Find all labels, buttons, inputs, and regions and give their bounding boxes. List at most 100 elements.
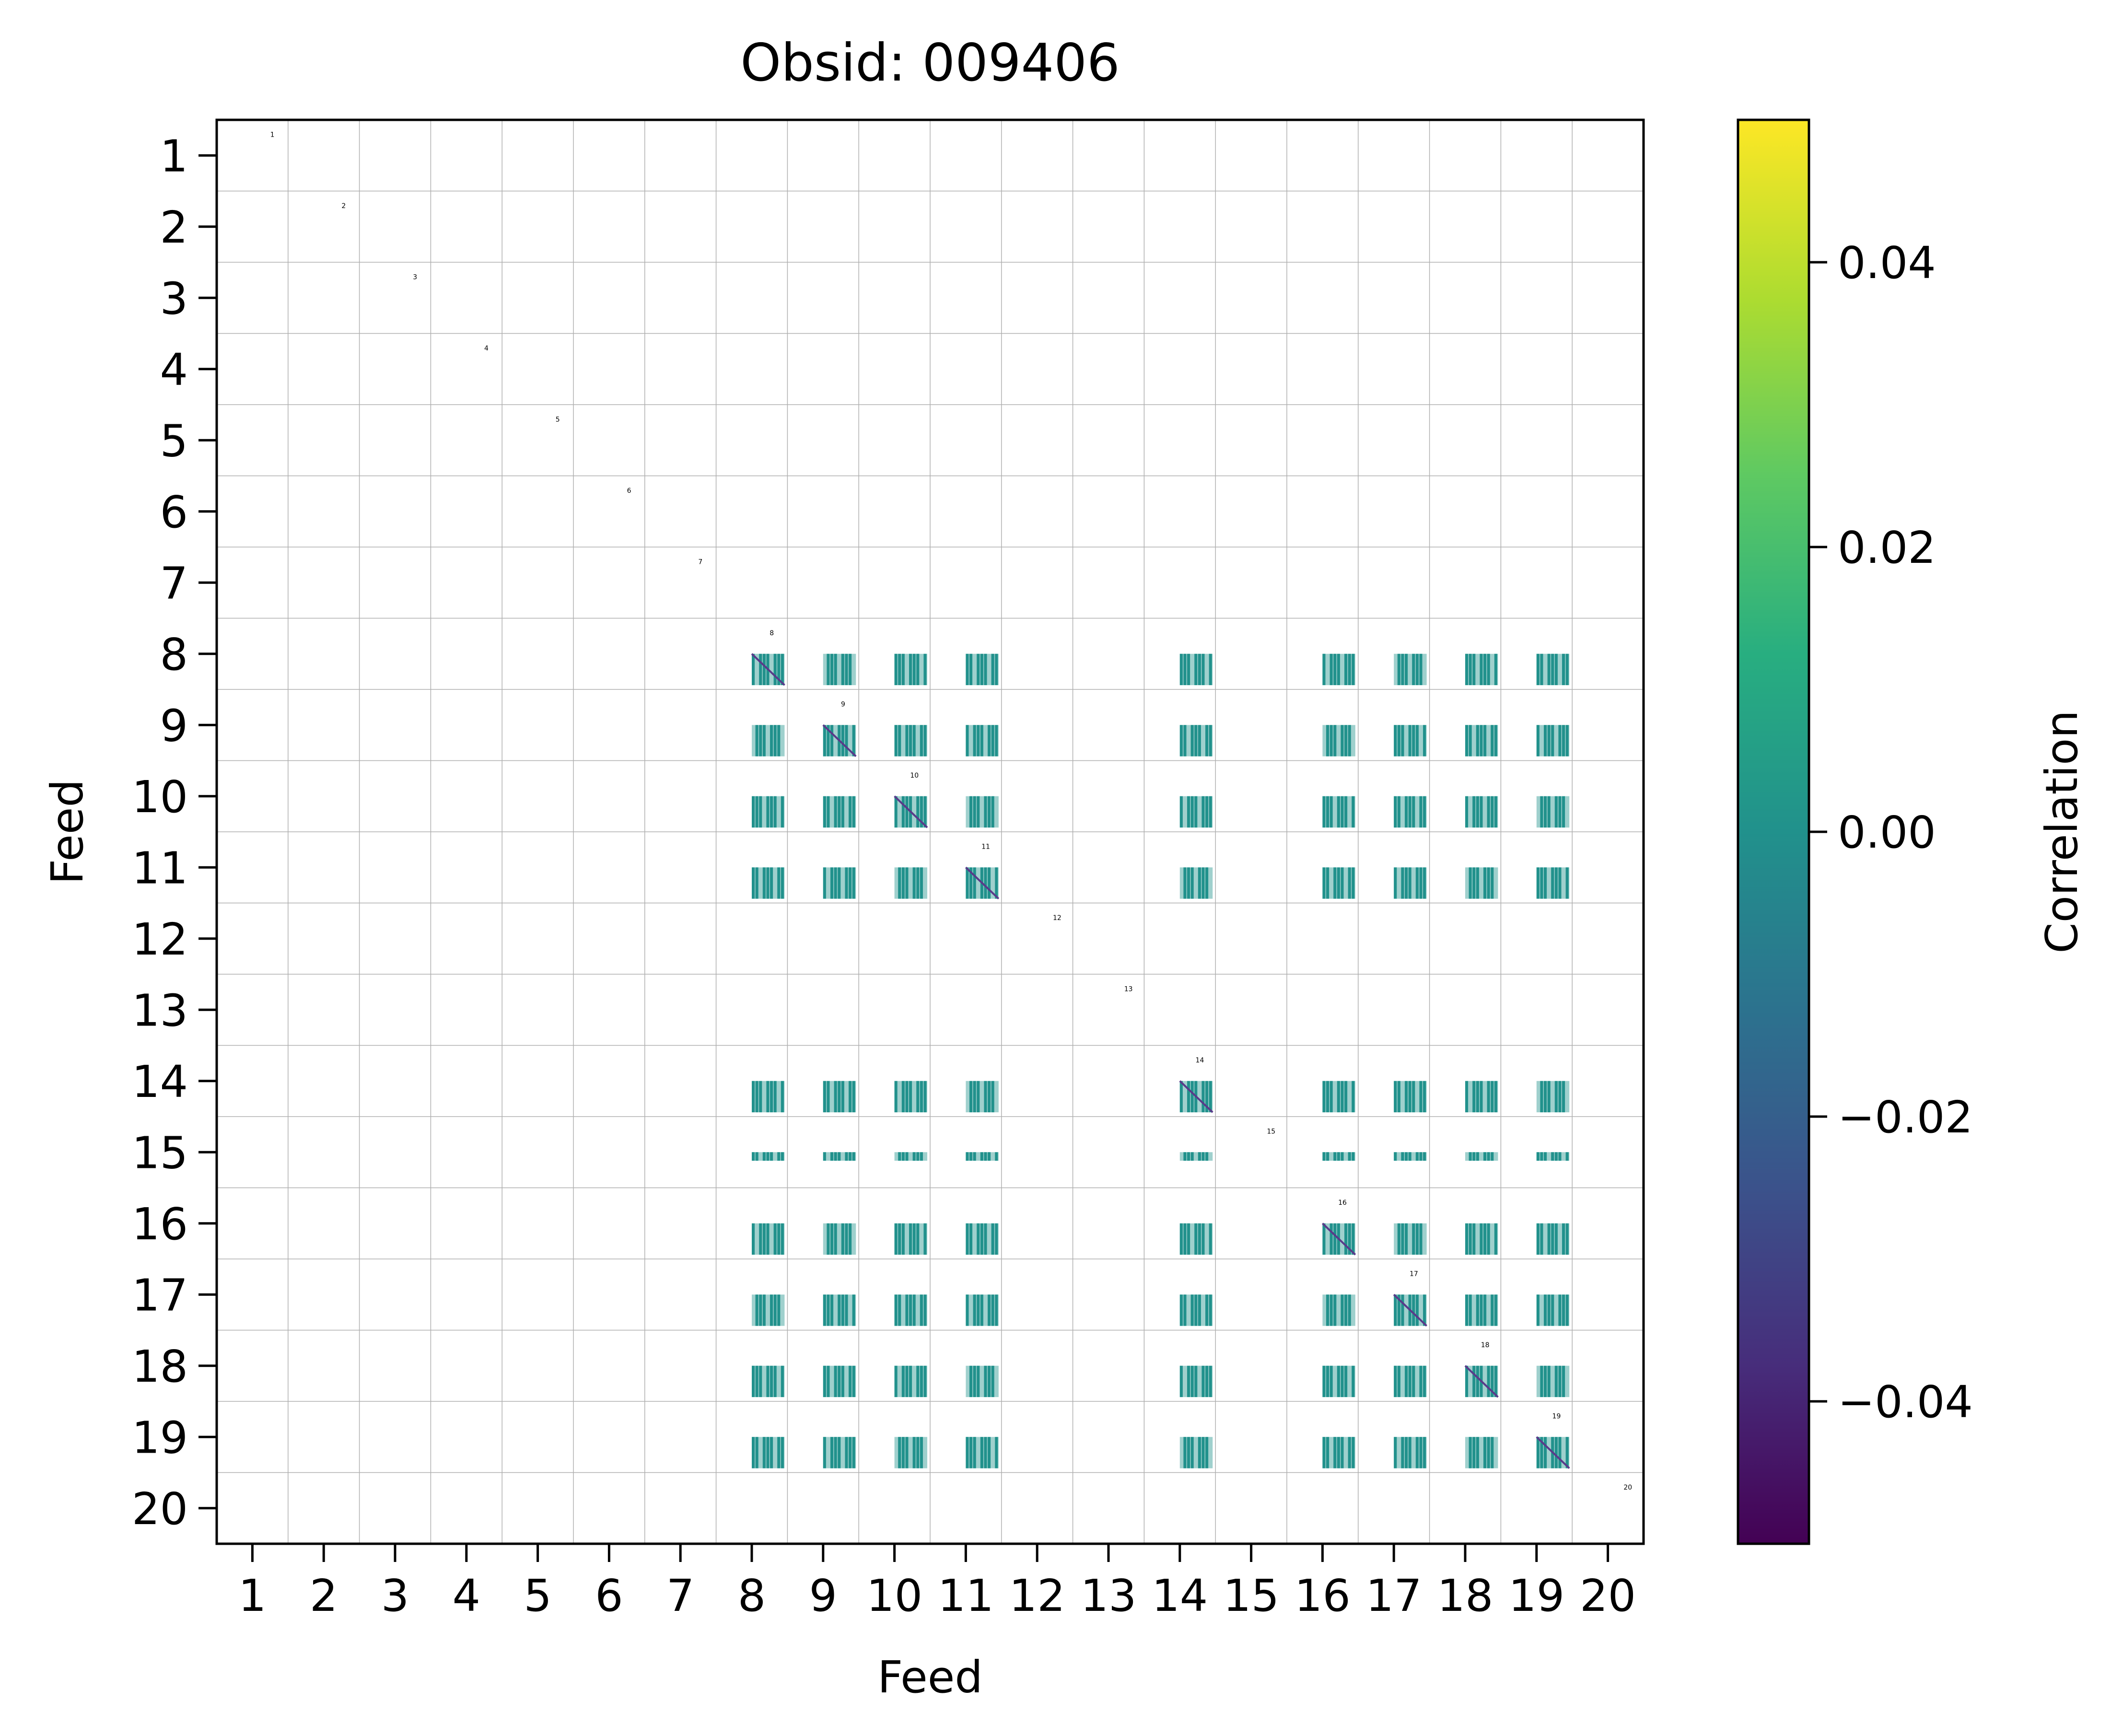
heatmap-block [1179, 653, 1213, 686]
colorbar-tick-label: −0.02 [1838, 1092, 1973, 1143]
heatmap-block [1394, 867, 1427, 899]
heatmap-block [752, 725, 785, 757]
heatmap-block [823, 653, 856, 686]
heatmap-block [1465, 1437, 1498, 1468]
heatmap-block [1322, 867, 1355, 899]
diagonal-line [822, 724, 857, 757]
y-tick-label: 18 [132, 1341, 188, 1392]
x-tick-label: 20 [1580, 1570, 1636, 1621]
x-tick-label: 12 [1009, 1570, 1065, 1621]
y-tick-label: 10 [132, 771, 188, 823]
y-tick-label: 13 [132, 985, 188, 1036]
heatmap-block [966, 1223, 999, 1255]
heatmap-block [1465, 725, 1498, 757]
diagonal-feed-label: 18 [1481, 1341, 1490, 1349]
y-tick-label: 7 [160, 558, 188, 609]
heatmap-block [1465, 796, 1498, 828]
heatmap-block [1322, 1437, 1355, 1468]
heatmap-block [752, 1081, 785, 1113]
heatmap-block [1393, 1293, 1428, 1327]
heatmap-block [823, 1365, 856, 1398]
x-tick-label: 3 [381, 1570, 409, 1621]
x-tick-label: 4 [453, 1570, 481, 1621]
colorbar-tick-label: 0.04 [1838, 237, 1936, 289]
x-tick-label: 6 [595, 1570, 623, 1621]
heatmap-block [966, 725, 999, 757]
heatmap-block [1394, 1223, 1427, 1255]
heatmap-block [966, 1081, 999, 1113]
x-tick-label: 10 [866, 1570, 922, 1621]
heatmap-block [1179, 1365, 1213, 1398]
heatmap-block [894, 1365, 928, 1398]
heatmap-block [1394, 725, 1427, 757]
heatmap-block [823, 867, 856, 899]
colorbar-ticks: 0.04 0.02 0.00 −0.02 −0.04 [1809, 237, 1973, 1428]
heatmap-block [1465, 867, 1498, 899]
heatmap-block [1536, 867, 1570, 899]
heatmap-block [1179, 796, 1213, 828]
heatmap-block [822, 724, 857, 757]
heatmap-block [1322, 1081, 1355, 1113]
diagonal-feed-label: 2 [341, 202, 346, 210]
heatmap-block [894, 795, 928, 828]
x-tick-label: 16 [1295, 1570, 1351, 1621]
heatmap-block [1179, 725, 1213, 757]
y-tick-label: 1 [160, 130, 188, 182]
diagonal-feed-label: 17 [1410, 1270, 1418, 1278]
y-tick-label: 16 [132, 1199, 188, 1250]
heatmap-block [965, 866, 1000, 900]
x-axis-ticks: 1 2 3 4 5 6 7 8 9 10 11 12 13 14 15 16 17 18 19 20 [238, 1544, 1636, 1621]
y-tick-label: 8 [160, 629, 188, 680]
diagonal-feed-label: 14 [1196, 1057, 1204, 1064]
heatmap-block [1179, 1080, 1213, 1113]
x-tick-label: 18 [1437, 1570, 1493, 1621]
y-tick-label: 12 [132, 914, 188, 965]
diagonal-feed-label: 19 [1552, 1413, 1561, 1421]
x-tick-label: 8 [738, 1570, 766, 1621]
heatmap-block [1465, 1223, 1498, 1255]
heatmap-block [1536, 1223, 1570, 1255]
heatmap-block [1536, 1365, 1570, 1398]
heatmap-block [894, 1294, 928, 1326]
heatmap-block [894, 1081, 928, 1113]
diagonal-feed-label: 9 [841, 701, 845, 709]
heatmap-block [1465, 1081, 1498, 1113]
x-tick-label: 7 [666, 1570, 695, 1621]
heatmap-block [1394, 1152, 1427, 1161]
x-axis-label: Feed [877, 1652, 983, 1703]
x-tick-label: 11 [938, 1570, 994, 1621]
x-tick-label: 15 [1223, 1570, 1279, 1621]
heatmap-block [1394, 1365, 1427, 1398]
diagonal-line [1464, 1365, 1499, 1398]
diagonal-line [1393, 1293, 1428, 1327]
heatmap-blocks [751, 653, 1570, 1469]
plot-frame [215, 118, 1645, 1545]
diagonal-feed-label: 6 [627, 487, 631, 495]
heatmap-block [894, 1223, 928, 1255]
heatmap-block [966, 1437, 999, 1468]
heatmap-block [894, 1152, 928, 1161]
heatmap-block [1536, 1152, 1570, 1161]
y-tick-label: 15 [132, 1127, 188, 1178]
chart-title: Obsid: 009406 [740, 33, 1120, 93]
heatmap-block [966, 1294, 999, 1326]
diagonal-feed-label: 5 [556, 416, 560, 424]
heatmap-block [1322, 1152, 1355, 1161]
heatmap-block [823, 1437, 856, 1468]
diagonal-line [1536, 1436, 1570, 1469]
heatmap-block [1322, 1294, 1355, 1326]
y-tick-label: 2 [160, 202, 188, 253]
x-tick-label: 13 [1080, 1570, 1136, 1621]
diagonal-feed-label: 4 [484, 345, 489, 352]
heatmap-block [1536, 1081, 1570, 1113]
heatmap-block [1179, 1294, 1213, 1326]
heatmap-block [966, 653, 999, 686]
heatmap-block [1394, 796, 1427, 828]
diagonal-feed-label: 13 [1124, 986, 1133, 993]
heatmap-block [1465, 1294, 1498, 1326]
y-axis-label: Feed [42, 779, 93, 885]
heatmap-block [1394, 1437, 1427, 1468]
diagonal-line [1179, 1080, 1213, 1113]
